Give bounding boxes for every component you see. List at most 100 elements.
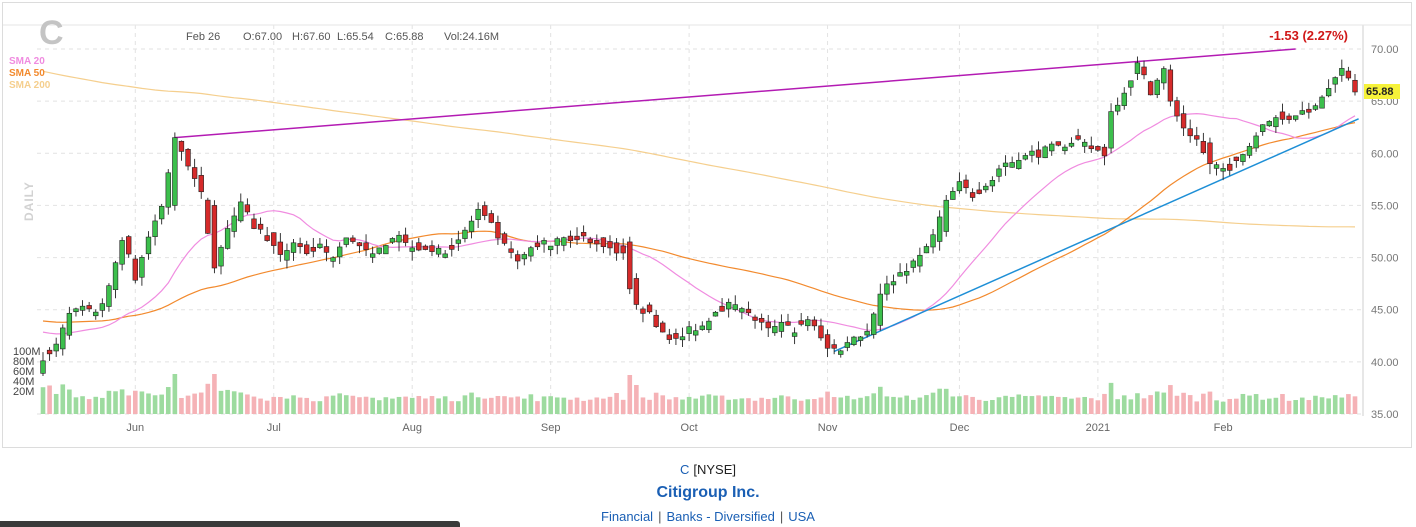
candle [930,234,936,248]
candle [343,237,349,245]
axes: 35.00 40.00 45.00 50.00 55.00 60.00 65.00 70.00… [13,44,1399,434]
volume-bar [106,390,112,414]
volume-bar [311,401,316,414]
candle [1167,69,1174,102]
candle [310,246,316,252]
candle [337,246,343,258]
volume-bar [370,397,375,414]
y-tick-label: 55.00 [1371,200,1399,212]
candle [449,245,455,250]
volume-bar [805,399,811,414]
volume-bar [47,385,52,414]
candle [528,247,534,257]
candle [396,234,402,243]
sma20-line [42,112,1356,335]
volume-bar [1319,397,1325,414]
candle [462,229,468,239]
volume-bar [429,396,435,414]
volume-bar [1201,393,1206,414]
candle [1029,150,1035,156]
candle [158,205,165,220]
price-chart[interactable]: 35.00 40.00 45.00 50.00 55.00 60.00 65.00 70.00… [3,3,1411,447]
volume-bar [86,399,92,414]
volume-bar [73,397,79,414]
volume-bar [363,396,369,414]
candle [1042,146,1048,159]
volume-bar [264,400,270,414]
candle [541,240,547,245]
x-tick-label: 2021 [1086,422,1110,434]
volume-bar [258,398,263,414]
volume-bar [1108,382,1114,414]
y-tick-label: 35.00 [1371,409,1399,421]
candle [712,311,719,317]
volume-bar [634,385,639,414]
volume-bar [706,394,712,414]
volume-bar [317,401,323,414]
volume-bar [521,398,527,414]
candle [1068,142,1075,147]
candle [389,238,396,243]
candle [304,244,310,255]
volume-bar [146,393,151,414]
candle [383,245,389,255]
candle [191,167,198,179]
volume-bar [1049,395,1055,414]
sector-link[interactable]: Financial [601,509,654,524]
volume-tick-label: 60M [13,366,34,378]
volume-bar [179,397,184,414]
candle [172,137,178,206]
volume-bar [1352,396,1358,414]
candle [620,245,626,254]
volume-bar [1128,399,1134,414]
industry-link[interactable]: Banks - Diversified [666,509,775,524]
candle [1108,111,1114,149]
volume-bar [475,397,481,414]
candle [1332,77,1338,85]
candle [666,334,673,340]
volume-bar [772,397,778,414]
ticker-link[interactable]: C [679,462,690,477]
candle [831,344,837,349]
volume-bar [337,393,342,414]
candle [369,253,376,258]
candle [1075,135,1081,140]
candle [739,308,745,313]
y-tick-label: 40.00 [1371,357,1399,369]
volume-bar [798,400,804,414]
candle [198,175,204,193]
y-tick-label: 45.00 [1371,305,1399,317]
volume-bar [693,398,699,414]
candle [224,228,231,249]
volume-bar [53,393,59,414]
window-scrollbar[interactable] [0,521,460,527]
volume-bar [1214,400,1219,414]
volume-bar [284,398,290,414]
candle [376,247,382,254]
volume-bar [983,400,989,414]
volume-bar [699,395,705,414]
candle [857,336,864,341]
candle [561,237,567,246]
grid-lines [3,24,1411,416]
country-link[interactable]: USA [788,509,815,524]
candle [317,243,323,248]
volume-bar [482,398,488,414]
sma200-line [42,70,1356,228]
candle [534,242,541,248]
volume-bar [838,397,844,414]
candle [890,281,897,286]
candle [132,258,138,281]
volume-bar [963,395,969,414]
volume-bar [1161,392,1167,414]
volume-bar [607,396,613,414]
candle [1200,141,1207,154]
candle [251,218,257,229]
readout-open: O:67.00 [243,31,282,43]
volume-bar [765,399,771,414]
candle [1352,79,1358,93]
volume-bar [1036,395,1041,414]
candle [139,257,145,278]
candle [1101,146,1108,157]
volume-bar [462,395,468,414]
